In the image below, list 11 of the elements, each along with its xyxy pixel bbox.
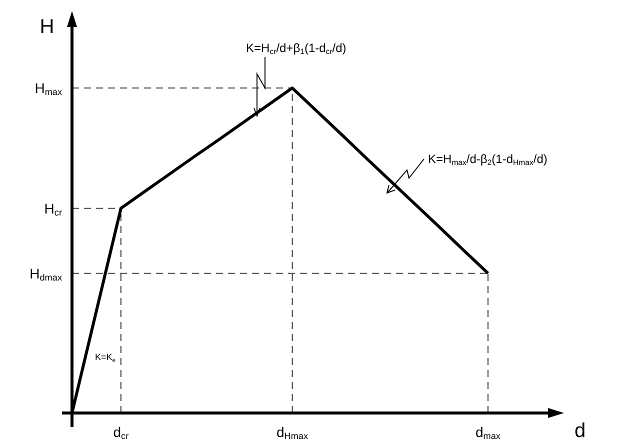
x-tick-label: d$_{cr}$ bbox=[113, 424, 129, 442]
ref-line-label: H$_{dmax}$ bbox=[30, 265, 62, 282]
ref-line-label: H$_{cr}$ bbox=[44, 200, 62, 218]
ref-line-label: H$_{max}$ bbox=[34, 80, 62, 98]
y-axis-title: H bbox=[40, 16, 54, 38]
annotation: K=H$_{max}$/d-β$_{2}$(1-d$_{Hmax}$/d) bbox=[428, 152, 548, 167]
annotation: K=K$_{e}$ bbox=[95, 352, 116, 364]
x-tick-label: d$_{max}$ bbox=[476, 424, 501, 442]
x-axis-title: d bbox=[574, 420, 586, 442]
x-tick-label: d$_{Hmax}$ bbox=[276, 424, 308, 442]
text: K=H$_{cr}$/d+β$_{1}$(1-d$_{cr}$/d) bbox=[246, 41, 346, 56]
